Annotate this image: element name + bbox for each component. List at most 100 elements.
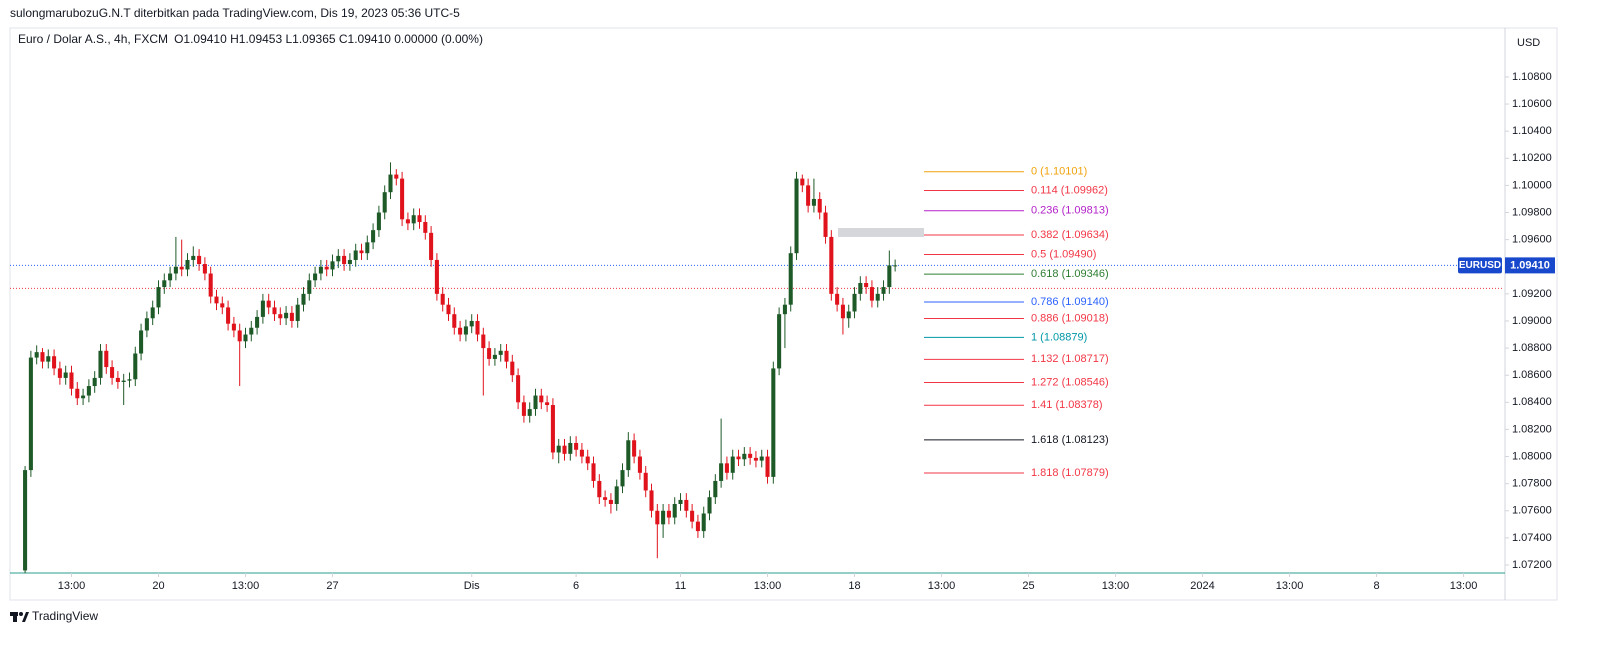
candle-body: [678, 499, 683, 504]
fib-level-label: 1.618 (1.08123): [1031, 434, 1109, 446]
candle-body: [829, 236, 834, 294]
candle: [707, 490, 712, 521]
candle-body: [191, 255, 196, 260]
candle: [492, 348, 497, 366]
x-tick-label: 20: [152, 580, 164, 592]
candle-body: [110, 367, 115, 378]
candle: [388, 162, 393, 199]
candle-body: [359, 250, 364, 254]
candle: [382, 185, 387, 220]
candle: [724, 456, 729, 480]
candle: [452, 307, 457, 335]
candle-body: [23, 470, 28, 571]
candle-body: [632, 440, 637, 457]
candle-body: [568, 442, 573, 454]
candle-body: [272, 307, 277, 315]
candle: [411, 208, 416, 231]
candle: [46, 349, 51, 369]
candle: [34, 345, 39, 365]
candle-body: [626, 440, 631, 471]
candle-body: [869, 287, 874, 301]
candle: [829, 230, 834, 301]
candle-body: [684, 499, 689, 511]
candle: [695, 514, 700, 538]
candle-body: [243, 334, 248, 342]
candle: [150, 300, 155, 326]
candle: [719, 418, 724, 488]
candle-body: [707, 497, 712, 514]
candle: [440, 287, 445, 312]
candle-body: [220, 303, 225, 308]
candle-body: [121, 380, 126, 382]
fib-level-label: 1.818 (1.07879): [1031, 467, 1109, 479]
x-tick-label: 18: [848, 580, 860, 592]
candle: [162, 273, 167, 294]
candle: [672, 497, 677, 525]
candle-body: [562, 445, 567, 454]
fib-level-label: 0 (1.10101): [1031, 166, 1087, 178]
candle-body: [168, 273, 173, 281]
fib-level-label: 0.5 (1.09490): [1031, 248, 1096, 260]
candle-body: [765, 456, 770, 477]
candle-body: [788, 253, 793, 305]
candle-body: [475, 320, 480, 335]
candle: [655, 503, 660, 559]
candle-body: [342, 255, 347, 265]
candle: [475, 314, 480, 342]
candle-body: [231, 323, 236, 331]
candle: [690, 503, 695, 529]
candle-body: [713, 480, 718, 498]
y-tick-label: 1.09200: [1512, 288, 1552, 300]
highlight-box: [838, 228, 924, 237]
candle-body: [533, 395, 538, 410]
candle: [173, 236, 178, 281]
x-tick-label: 13:00: [1276, 580, 1304, 592]
candle: [133, 346, 138, 387]
symbol-tag-label: EURUSD: [1459, 260, 1501, 271]
candle-body: [510, 361, 515, 376]
currency: USD: [1517, 37, 1540, 49]
candle: [429, 226, 434, 267]
candle: [434, 253, 439, 301]
x-tick-label: 25: [1022, 580, 1034, 592]
candle-body: [429, 232, 434, 260]
candle-body: [858, 283, 863, 294]
y-tick-label: 1.09000: [1512, 315, 1552, 327]
candle-body: [608, 499, 613, 504]
candle: [458, 320, 463, 342]
candle-body: [40, 352, 45, 362]
candle: [782, 297, 787, 349]
candle: [852, 287, 857, 319]
candle: [748, 447, 753, 465]
y-tick-label: 1.09600: [1512, 234, 1552, 246]
candle-body: [492, 354, 497, 359]
candle-body: [115, 377, 120, 382]
candle: [597, 474, 602, 504]
candle: [405, 212, 410, 231]
candle-body: [753, 457, 758, 461]
candle-body: [86, 386, 91, 396]
y-tick-label: 1.10400: [1512, 125, 1552, 137]
candle-body: [655, 510, 660, 525]
candle-body: [487, 348, 492, 359]
symbol-tag-box: [1458, 257, 1502, 274]
candle: [75, 381, 80, 406]
candle-body: [597, 480, 602, 498]
candle: [800, 174, 805, 193]
candle-body: [585, 456, 590, 464]
candle-body: [620, 470, 625, 487]
tv-logo: [10, 612, 29, 622]
candle: [869, 280, 874, 308]
candle: [214, 289, 219, 311]
candle: [255, 310, 260, 335]
candle: [446, 297, 451, 321]
candle-body: [643, 472, 648, 491]
candle: [81, 388, 86, 406]
candle-body: [278, 314, 283, 319]
candle-body: [498, 350, 503, 355]
candle: [115, 371, 120, 389]
x-tick-label: 8: [1373, 580, 1379, 592]
candle: [504, 344, 509, 369]
candle: [620, 463, 625, 494]
candle: [202, 257, 207, 281]
